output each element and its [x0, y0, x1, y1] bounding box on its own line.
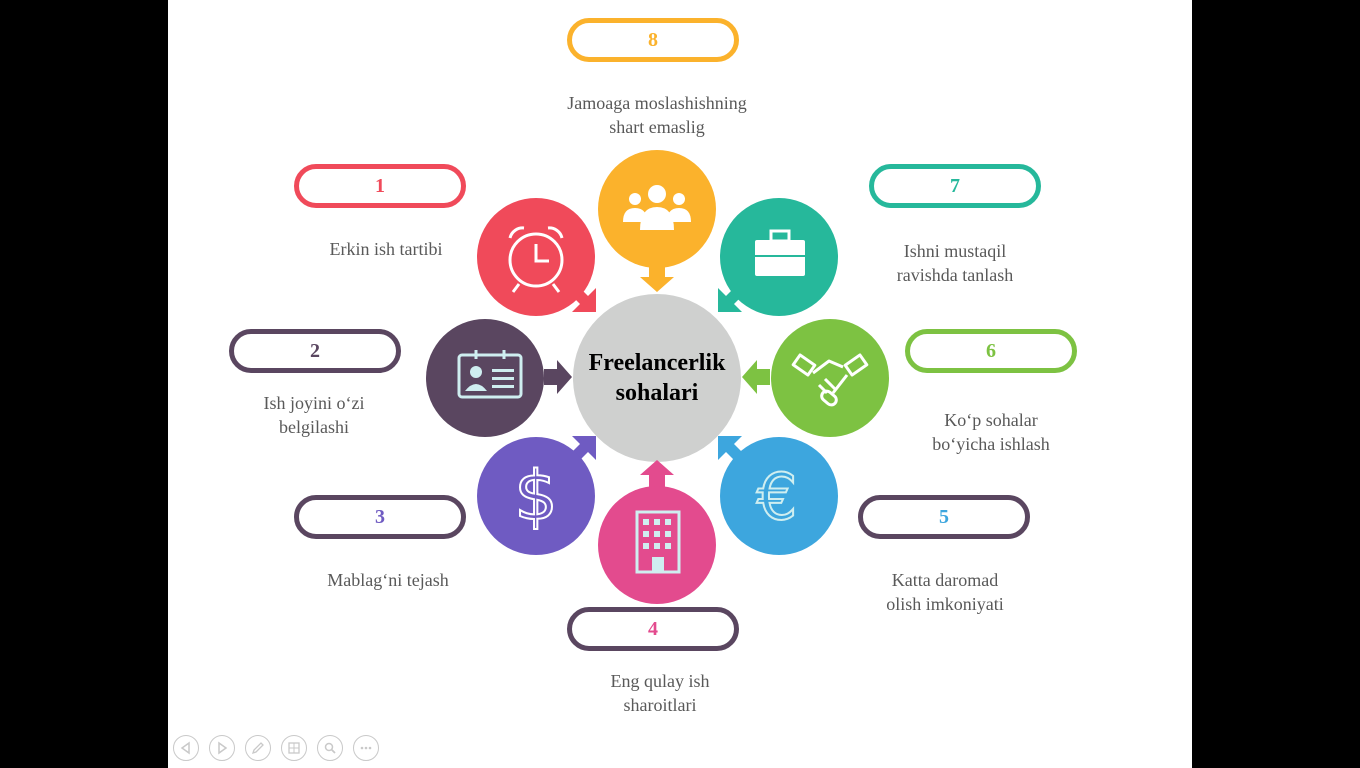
- circle-1: [477, 198, 595, 316]
- slideshow-controls: [173, 735, 379, 761]
- arrow-6: [742, 360, 770, 394]
- label-1-line1: Erkin ish tartibi: [329, 239, 443, 259]
- team-icon: [623, 185, 691, 230]
- number-pill-6: 6: [905, 329, 1077, 373]
- alarm-clock-icon: [508, 226, 564, 293]
- zoom-button[interactable]: [317, 735, 343, 761]
- svg-text:€: €: [757, 461, 798, 535]
- circle-3: $: [477, 437, 595, 555]
- label-4-line1: Eng qulay ish: [610, 671, 710, 691]
- label-5: Katta daromad olish imkoniyati: [825, 568, 1065, 616]
- svg-text:$: $: [514, 457, 557, 536]
- label-8-line1: Jamoaga moslashishning: [567, 93, 747, 113]
- label-2-line2: belgilashi: [279, 417, 349, 437]
- pen-button[interactable]: [245, 735, 271, 761]
- arrow-2: [544, 360, 572, 394]
- number-pill-5: 5: [858, 495, 1030, 539]
- previous-icon: [180, 741, 190, 755]
- number-pill-1: 1: [294, 164, 466, 208]
- label-7-line2: ravishda tanlash: [896, 265, 1014, 285]
- previous-button[interactable]: [173, 735, 199, 761]
- slides-icon: [288, 742, 300, 754]
- more-icon: [360, 746, 372, 750]
- label-7-line1: Ishni mustaqil: [903, 241, 1007, 261]
- circle-5: €: [720, 437, 838, 555]
- pen-icon: [251, 742, 264, 755]
- handshake-icon: [791, 353, 869, 407]
- label-2-line1: Ish joyini o‘zi: [263, 393, 365, 413]
- center-title-line1: Freelancerlik: [588, 350, 726, 376]
- label-8: Jamoaga moslashishning shart emaslig: [537, 91, 777, 139]
- label-7: Ishni mustaqil ravishda tanlash: [835, 239, 1075, 287]
- center-circle: Freelancerlik sohalari: [573, 294, 741, 462]
- zoom-icon: [324, 742, 336, 754]
- circle-8: [598, 150, 716, 268]
- number-pill-7: 7: [869, 164, 1041, 208]
- building-icon: [635, 510, 681, 574]
- euro-icon: €: [756, 460, 799, 536]
- arrow-4: [640, 460, 674, 488]
- circle-7: [720, 198, 838, 316]
- label-4-line2: sharoitlari: [623, 695, 697, 715]
- dollar-icon: $: [513, 456, 558, 537]
- label-2: Ish joyini o‘zi belgilashi: [194, 391, 434, 439]
- label-6-line1: Ko‘p sohalar: [944, 410, 1038, 430]
- label-6: Ko‘p sohalar bo‘yicha ishlash: [871, 408, 1111, 456]
- label-4: Eng qulay ish sharoitlari: [540, 669, 780, 717]
- center-title-line2: sohalari: [615, 380, 699, 406]
- circle-4: [598, 486, 716, 604]
- id-card-icon: [457, 350, 523, 399]
- label-5-line1: Katta daromad: [891, 570, 999, 590]
- slides-button[interactable]: [281, 735, 307, 761]
- label-3-line1: Mablag‘ni tejash: [327, 570, 449, 590]
- more-button[interactable]: [353, 735, 379, 761]
- circle-6: [771, 319, 889, 437]
- number-pill-4: 4: [567, 607, 739, 651]
- number-pill-8: 8: [567, 18, 739, 62]
- number-pill-2: 2: [229, 329, 401, 373]
- label-5-line2: olish imkoniyati: [886, 594, 1004, 614]
- label-3: Mablag‘ni tejash: [268, 568, 508, 592]
- next-icon: [218, 741, 228, 755]
- number-pill-3: 3: [294, 495, 466, 539]
- briefcase-icon: [755, 229, 805, 276]
- arrow-8: [640, 264, 674, 292]
- label-6-line2: bo‘yicha ishlash: [932, 434, 1050, 454]
- label-1: Erkin ish tartibi: [266, 237, 506, 261]
- slide: Freelancerlik sohalari: [168, 0, 1192, 768]
- label-8-line2: shart emaslig: [609, 117, 705, 137]
- next-button[interactable]: [209, 735, 235, 761]
- circle-2: [426, 319, 544, 437]
